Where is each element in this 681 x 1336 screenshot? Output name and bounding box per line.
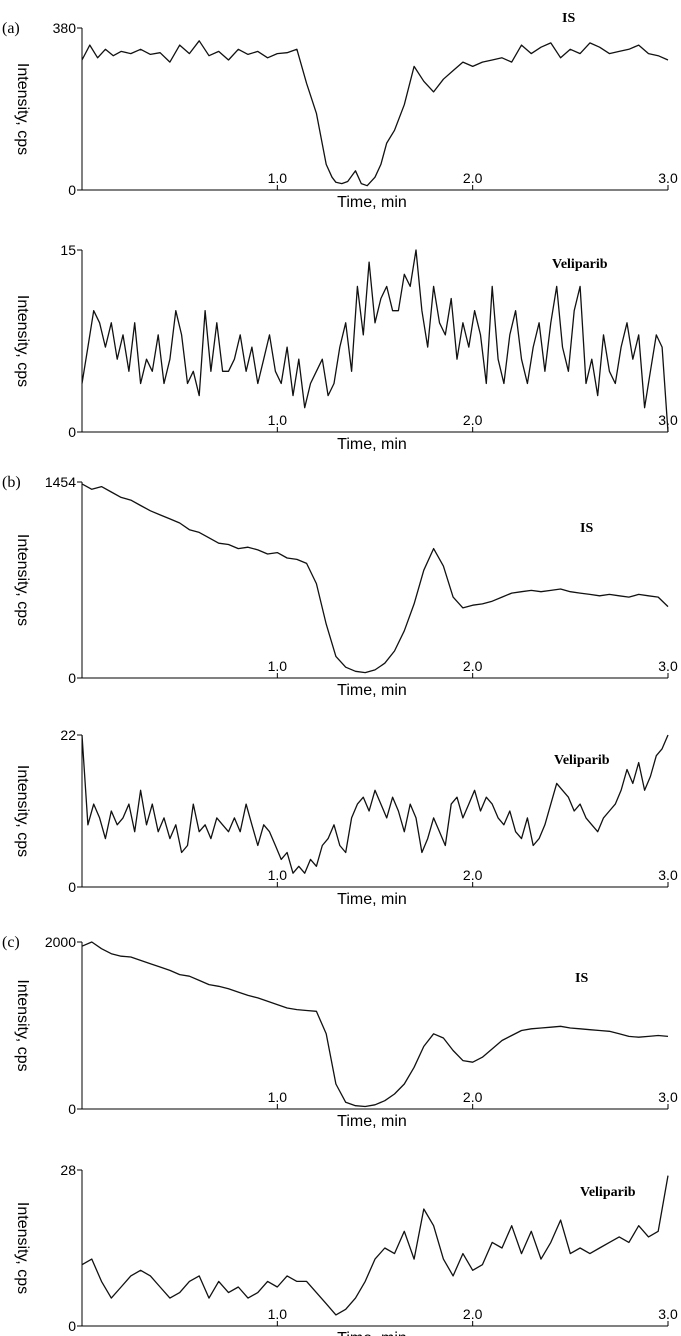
- x-tick-label: 1.0: [268, 412, 288, 428]
- series-line: [81, 734, 669, 874]
- x-axis-title: Time, min: [337, 436, 407, 453]
- y-tick-label: 0: [68, 879, 76, 895]
- series-label: Veliparib: [554, 753, 610, 768]
- x-tick-label: 3.0: [658, 1306, 678, 1322]
- y-tick-label: 0: [68, 670, 76, 686]
- x-tick-label: 2.0: [463, 1089, 483, 1105]
- y-axis-title: Intensity, cps: [14, 295, 31, 387]
- x-axis-title: Time, min: [337, 682, 407, 699]
- chart-panel-6: 0 28 1.0 2.0 3.0 Time, min Intensity, cps Velip…: [14, 1162, 678, 1336]
- x-tick-label: 3.0: [658, 867, 678, 883]
- x-axis-title: Time, min: [337, 1330, 407, 1336]
- chart-panel-3: 0 1454 1.0 2.0 3.0 Time, min Intensity, cps IS (…: [2, 474, 678, 699]
- x-tick-label: 1.0: [268, 170, 288, 186]
- y-tick-label: 0: [68, 424, 76, 440]
- series-line: [81, 483, 669, 674]
- y-tick-label: 0: [68, 1101, 76, 1117]
- x-tick-label: 2.0: [463, 867, 483, 883]
- chart-panel-2: 0 15 1.0 2.0 3.0 Time, min Intensity, cps Velip…: [14, 242, 678, 453]
- x-axis-title: Time, min: [337, 891, 407, 908]
- y-tick-label: 0: [68, 1318, 76, 1334]
- x-tick-label: 2.0: [463, 412, 483, 428]
- x-tick-label: 3.0: [658, 658, 678, 674]
- panel-label: (a): [2, 20, 20, 37]
- y-tick-label: 22: [60, 727, 76, 743]
- y-tick-label: 380: [53, 20, 77, 36]
- chart-panel-5: 0 2000 1.0 2.0 3.0 Time, min Intensity, cps IS (…: [2, 934, 678, 1130]
- x-tick-label: 2.0: [463, 170, 483, 186]
- chart-panel-1: 0 380 1.0 2.0 3.0 Time, min Intensity, cps IS (a…: [2, 11, 678, 211]
- x-tick-label: 3.0: [658, 412, 678, 428]
- x-axis-title: Time, min: [337, 194, 407, 211]
- y-tick-label: 0: [68, 182, 76, 198]
- y-axis-title: Intensity, cps: [14, 63, 31, 155]
- x-tick-label: 1.0: [268, 1089, 288, 1105]
- y-tick-label: 28: [60, 1162, 76, 1178]
- x-tick-label: 3.0: [658, 1089, 678, 1105]
- series-line: [81, 941, 669, 1108]
- x-tick-label: 1.0: [268, 658, 288, 674]
- chart-panel-4: 0 22 1.0 2.0 3.0 Time, min Intensity, cps Velip…: [14, 727, 678, 908]
- series-label: IS: [580, 521, 593, 536]
- panel-label: (b): [2, 474, 21, 491]
- y-axis-title: Intensity, cps: [14, 534, 31, 626]
- y-tick-label: 2000: [45, 934, 76, 950]
- series-label: IS: [575, 971, 588, 986]
- series-label: IS: [562, 11, 575, 26]
- y-tick-label: 15: [60, 242, 76, 258]
- y-axis-title: Intensity, cps: [14, 765, 31, 857]
- series-label: Veliparib: [580, 1185, 636, 1200]
- y-axis-title: Intensity, cps: [14, 979, 31, 1071]
- y-tick-label: 1454: [45, 474, 76, 490]
- series-line: [81, 249, 669, 433]
- x-tick-label: 3.0: [658, 170, 678, 186]
- panel-label: (c): [2, 934, 20, 951]
- x-tick-label: 1.0: [268, 1306, 288, 1322]
- x-tick-label: 1.0: [268, 867, 288, 883]
- y-axis-title: Intensity, cps: [14, 1202, 31, 1294]
- series-line: [81, 40, 669, 187]
- x-tick-label: 2.0: [463, 1306, 483, 1322]
- series-label: Veliparib: [552, 257, 608, 272]
- x-tick-label: 2.0: [463, 658, 483, 674]
- series-line: [81, 1175, 669, 1316]
- x-axis-title: Time, min: [337, 1113, 407, 1130]
